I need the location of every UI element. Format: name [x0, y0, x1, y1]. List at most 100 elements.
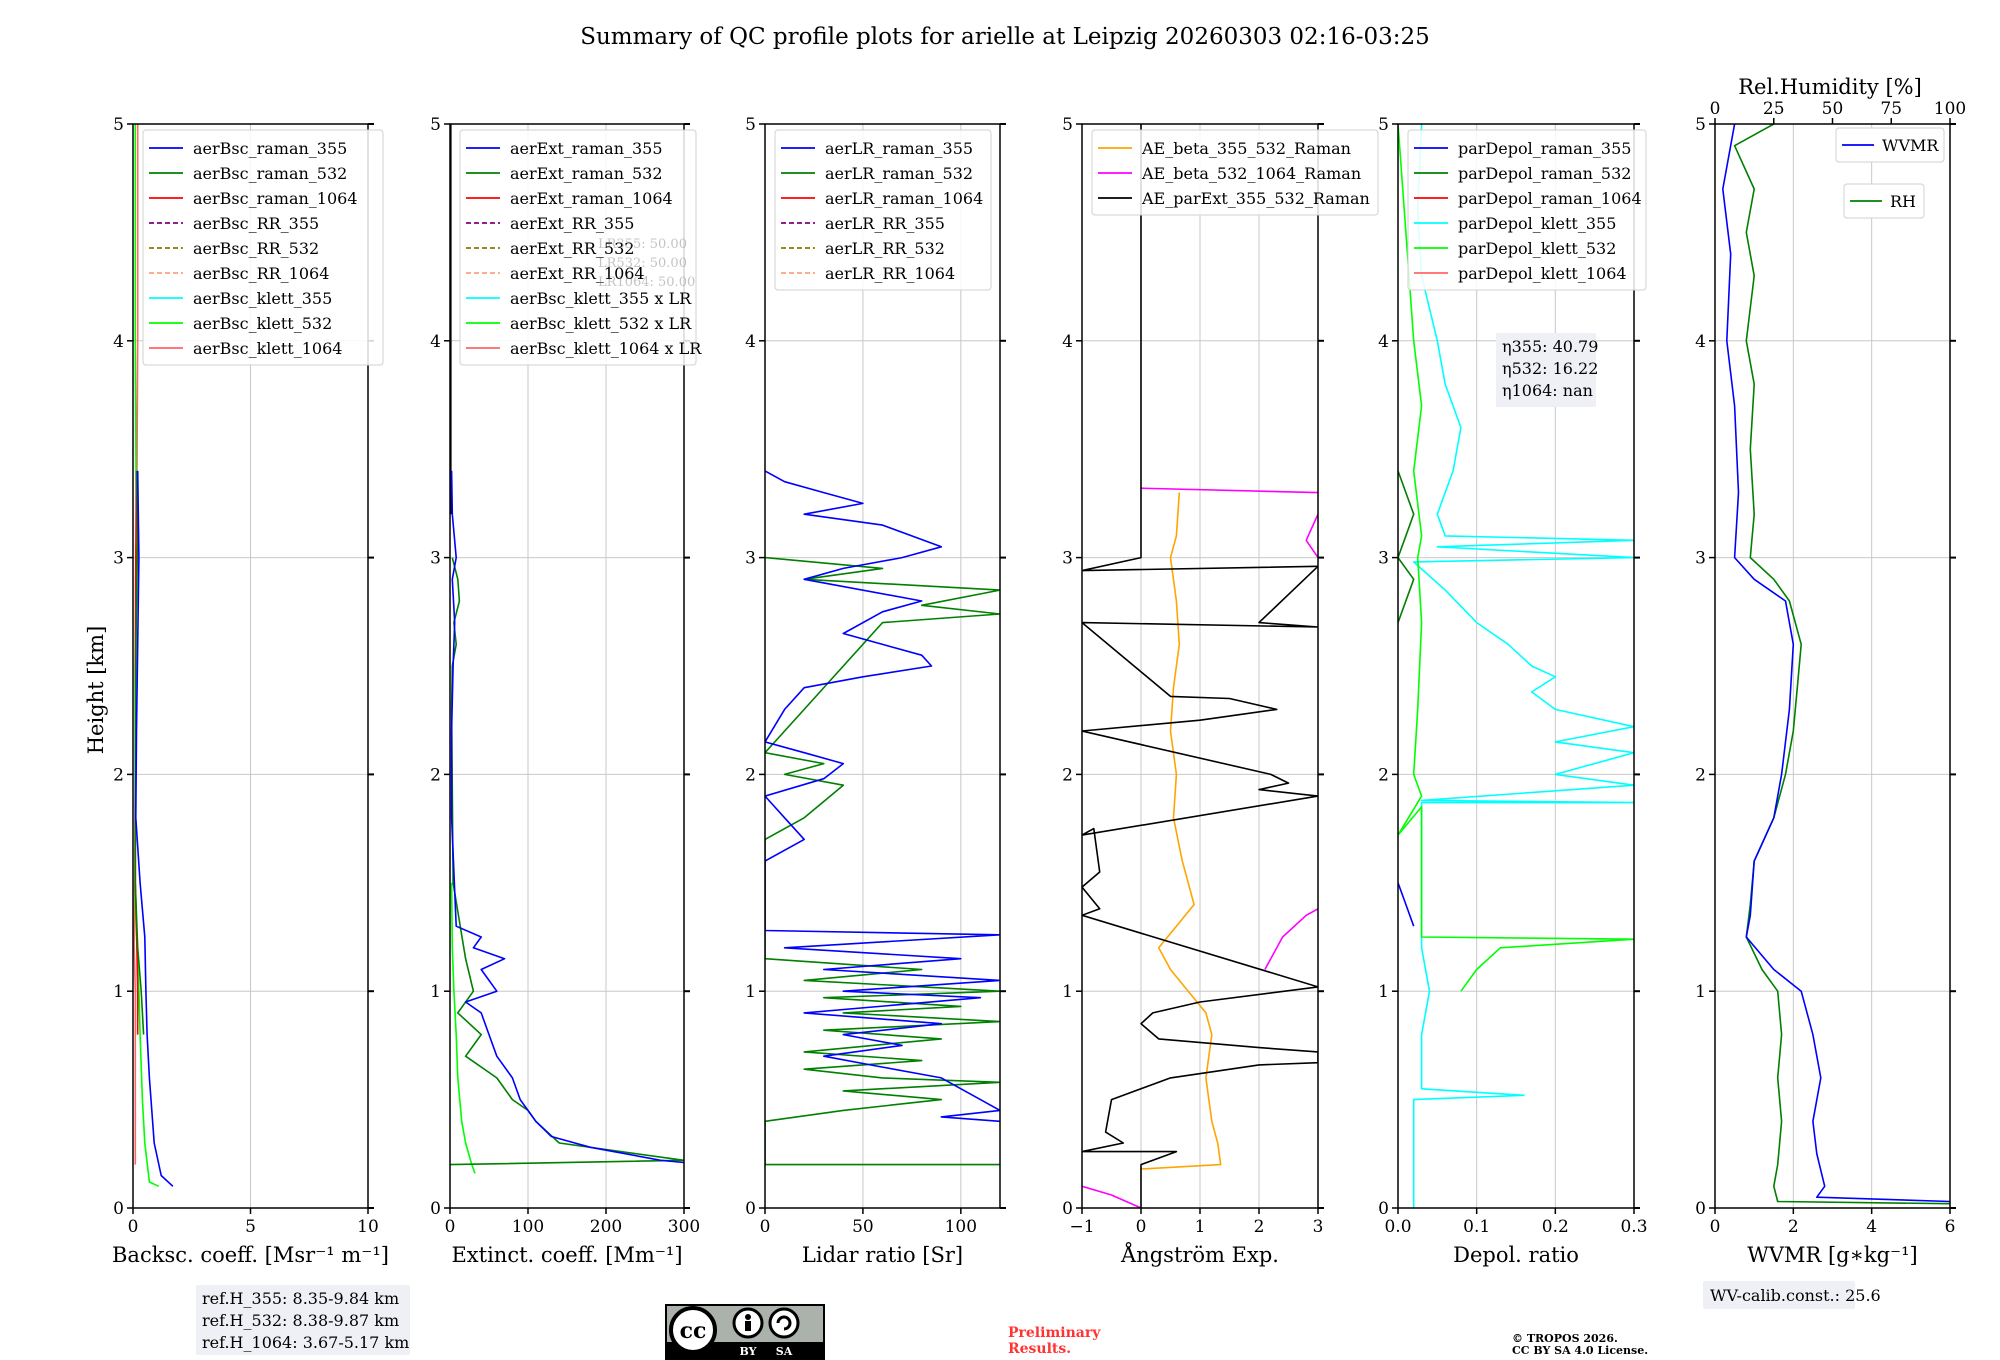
series-aerLR_raman_532	[765, 556, 1000, 1166]
series-AE_beta_532_1064_Raman_d	[1082, 1185, 1142, 1208]
legend-label: aerLR_raman_355	[825, 139, 973, 158]
y-tick-label: 3	[745, 549, 756, 569]
x-axis-label: Backsc. coeff. [Msr⁻¹ m⁻¹]	[112, 1243, 389, 1267]
legend-label: aerExt_RR_532	[510, 239, 634, 258]
y-tick-label: 3	[1378, 549, 1389, 569]
legend-label: aerBsc_klett_355 x LR	[510, 289, 692, 308]
y-tick-label: 2	[1378, 765, 1389, 785]
x-tick-label: 6	[1945, 1217, 1956, 1237]
y-tick-label: 0	[1378, 1199, 1389, 1219]
legend-label: aerLR_RR_1064	[825, 264, 955, 283]
x-tick-label: 0.2	[1542, 1217, 1569, 1237]
x-tick-label: 0.3	[1620, 1217, 1647, 1237]
legend-label: aerBsc_raman_1064	[193, 189, 358, 208]
x-tick-label: 50	[852, 1217, 874, 1237]
series-group	[450, 124, 684, 1174]
x-axis-label: Extinct. coeff. [Mm⁻¹]	[451, 1243, 682, 1267]
y-tick-label: 5	[1378, 115, 1389, 135]
legend-label: aerBsc_klett_532	[193, 314, 332, 333]
x-tick-label: 10	[357, 1217, 379, 1237]
y-tick-label: 5	[113, 115, 124, 135]
y-tick-label: 0	[745, 1199, 756, 1219]
legend-box	[1835, 127, 1945, 163]
ref-height-355: ref.H_355: 8.35-9.84 km	[202, 1289, 399, 1308]
legend-label: aerBsc_RR_355	[193, 214, 319, 233]
series-AE_beta_532_1064_Raman_b	[1305, 513, 1318, 559]
cc-icon	[669, 1306, 717, 1354]
y-tick-label: 3	[113, 549, 124, 569]
series-group	[133, 124, 174, 1188]
series-group	[765, 470, 1000, 1166]
svg-text:BY: BY	[740, 1345, 757, 1358]
legend-label: parDepol_raman_532	[1458, 164, 1631, 183]
y-tick-label: 5	[1695, 115, 1706, 135]
series-WVMR	[1722, 124, 1950, 1203]
preliminary-line-2: Results.	[1008, 1341, 1071, 1357]
y-tick-label: 1	[1378, 982, 1389, 1002]
x-tick-label: 0	[760, 1217, 771, 1237]
legend-label: WVMR	[1882, 136, 1939, 155]
y-tick-label: 2	[430, 765, 441, 785]
panel-frame	[449, 123, 685, 1209]
legend-box	[1091, 129, 1379, 216]
series-parDepol_klett_355	[1412, 124, 1634, 1208]
lr-532: LR532: 50.00	[598, 256, 687, 271]
rh-tick-label: 75	[1880, 99, 1902, 119]
y-tick-label: 3	[1062, 549, 1073, 569]
sa-icon	[768, 1307, 800, 1339]
legend-label: aerBsc_klett_1064	[193, 339, 342, 358]
rh-top-axis: Rel.Humidity [%] 0 25 50 75 100	[1710, 75, 1966, 124]
rh-tick-label: 25	[1763, 99, 1785, 119]
legend-label: parDepol_raman_1064	[1458, 189, 1642, 208]
panel-dep: 0 1 2 3 4 5 0.0 0.1 0.2 0.3 Depol. ratio parDepol_r…	[1378, 115, 1647, 1267]
x-tick-label: −1	[1069, 1217, 1094, 1237]
x-tick-label: 100	[512, 1217, 544, 1237]
x-tick-label: 0	[128, 1217, 139, 1237]
y-tick-label: 0	[1062, 1199, 1073, 1219]
y-tick-label: 4	[1062, 332, 1073, 352]
wv-calib-text: WV-calib.const.: 25.6	[1710, 1286, 1881, 1305]
legend-label: AE_beta_355_532_Raman	[1141, 139, 1351, 158]
y-tick-label: 3	[1695, 549, 1706, 569]
legend-label: parDepol_klett_1064	[1458, 264, 1627, 283]
legend-label: aerLR_raman_1064	[825, 189, 983, 208]
panel-wv: 0 1 2 3 4 5 0 2 4 6 WVMR [g∗kg⁻¹] WVMR RH	[1695, 115, 1956, 1267]
rh-tick-label: 100	[1934, 99, 1966, 119]
ref-height-1064: ref.H_1064: 3.67-5.17 km	[202, 1333, 409, 1352]
x-axis-label: Depol. ratio	[1453, 1243, 1579, 1267]
y-tick-label: 0	[1695, 1199, 1706, 1219]
legend-label: aerExt_RR_355	[510, 214, 634, 233]
y-tick-label: 1	[745, 982, 756, 1002]
y-tick-label: 2	[113, 765, 124, 785]
legend-label: aerBsc_klett_355	[193, 289, 332, 308]
x-tick-label: 0	[1710, 1217, 1721, 1237]
legend-label: aerBsc_RR_532	[193, 239, 319, 258]
series-aerExt_raman_355	[450, 470, 684, 1164]
copyright-line-2: CC BY SA 4.0 License.	[1512, 1344, 1648, 1357]
series-aerBsc_raman_355	[135, 470, 174, 1187]
svg-text:cc: cc	[680, 1318, 707, 1344]
legend-box	[1407, 129, 1647, 291]
legend-box	[142, 129, 384, 366]
legend-label: aerExt_raman_355	[510, 139, 663, 158]
legend-box	[774, 129, 992, 291]
x-tick-label: 4	[1866, 1217, 1877, 1237]
series-aerBsc_raman_532	[134, 470, 145, 1035]
y-tick-label: 0	[113, 1199, 124, 1219]
eta-1064: η1064: nan	[1502, 381, 1593, 400]
x-tick-label: 0	[1136, 1217, 1147, 1237]
legend-label: parDepol_raman_355	[1458, 139, 1631, 158]
x-tick-label: 0.1	[1463, 1217, 1490, 1237]
panel-bsc: 0 1 2 3 4 5 0 5 10 Backsc. coeff. [Msr⁻¹ m⁻¹] aerB…	[112, 115, 389, 1267]
y-tick-label: 5	[430, 115, 441, 135]
legend-label: aerExt_raman_1064	[510, 189, 673, 208]
legend-label: aerBsc_raman_532	[193, 164, 347, 183]
rh-tick-label: 50	[1822, 99, 1844, 119]
legend-label: aerExt_RR_1064	[510, 264, 645, 283]
legend-label: aerBsc_raman_355	[193, 139, 347, 158]
series-parDepol_raman_355	[1398, 882, 1415, 927]
x-tick-label: 2	[1788, 1217, 1799, 1237]
